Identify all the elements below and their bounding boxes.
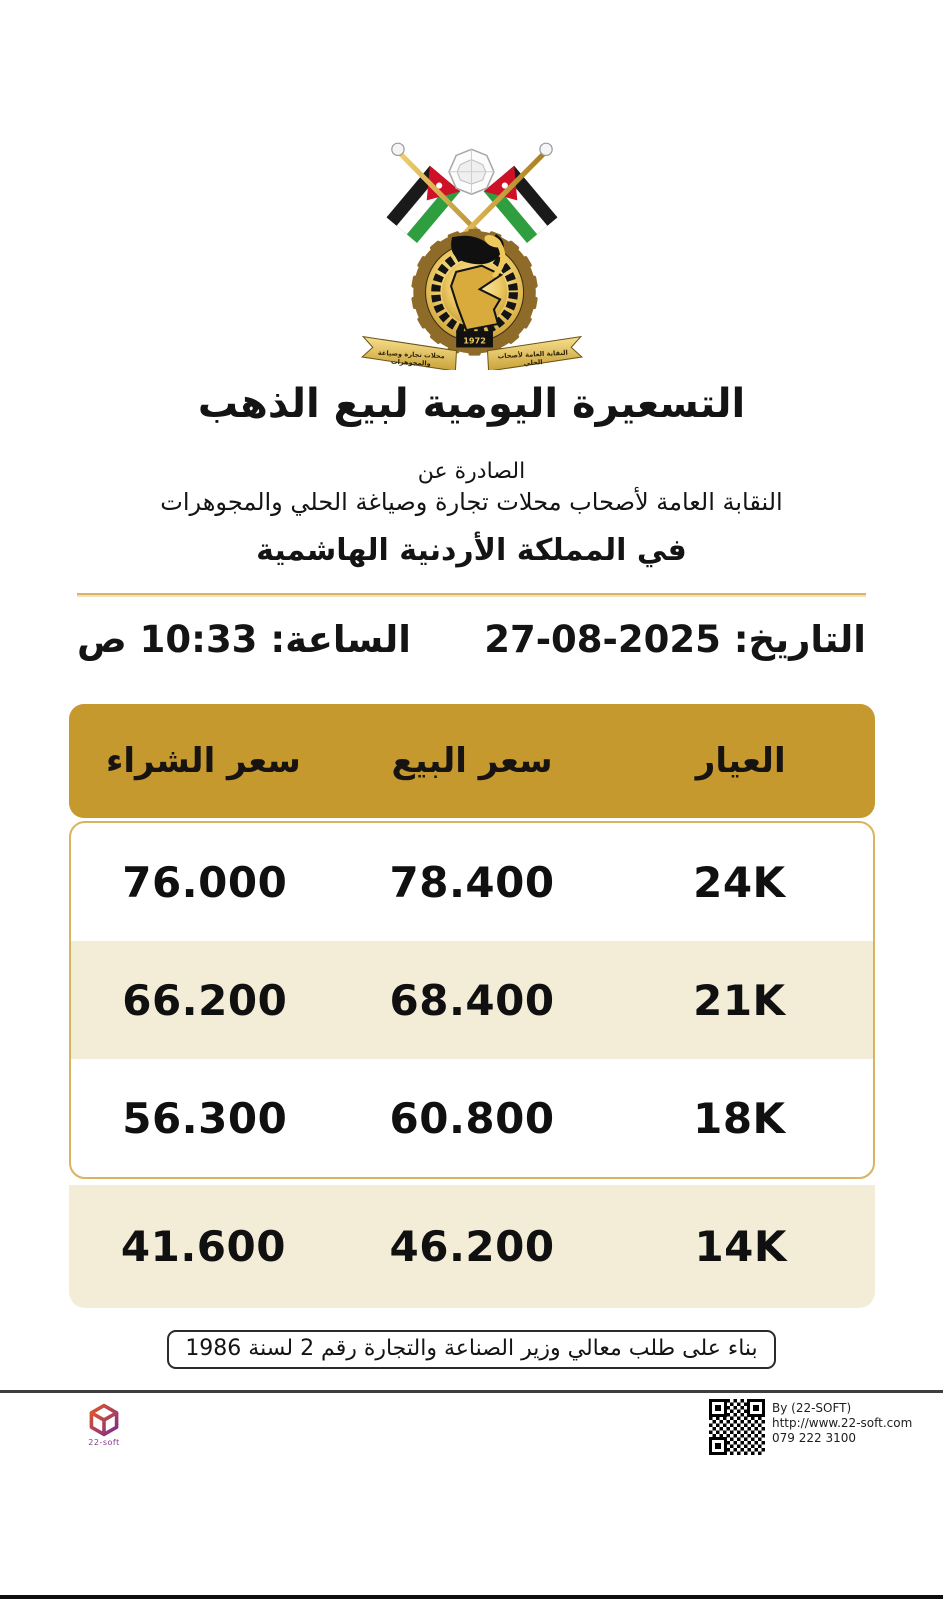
svg-text:الحلي: الحلي [523, 358, 542, 367]
time-label: الساعة: [270, 618, 411, 661]
date-group: التاريخ: 27-08-2025 [484, 618, 866, 661]
issued-by-label: الصادرة عن [417, 459, 526, 484]
date-value: 27-08-2025 [484, 618, 721, 661]
gold-price-table: العيار سعر البيع سعر الشراء 24K 78.400 7… [69, 704, 875, 1308]
buy-price: 56.300 [122, 1093, 288, 1143]
karat-value: 21K [693, 975, 786, 1025]
sell-price: 60.800 [389, 1093, 555, 1143]
kingdom-line: في المملكة الأردنية الهاشمية [256, 533, 687, 568]
column-header-buy: سعر الشراء [106, 741, 301, 781]
buy-price: 76.000 [122, 857, 288, 907]
meander-ring-icon [430, 248, 518, 336]
diamond-icon [447, 148, 495, 196]
svg-text:محلات تجارة وصياغة: محلات تجارة وصياغة [377, 349, 444, 360]
datetime-row: التاريخ: 27-08-2025 الساعة: 10:33 ص [77, 618, 866, 661]
software-vendor-logo: 22-soft [82, 1402, 126, 1447]
column-header-karat: العيار [695, 741, 786, 781]
table-header: العيار سعر البيع سعر الشراء [69, 704, 875, 818]
vendor-phone: 079 222 3100 [772, 1431, 856, 1445]
time-group: الساعة: 10:33 ص [77, 618, 411, 661]
ribbon-right: النقابة العامة لأصحاب الحلي [486, 335, 583, 370]
cube-logo-caption: 22-soft [88, 1438, 120, 1447]
syndicate-emblem-icon: 1972 محلات تجارة وصياغة والمجوهرات النقا… [360, 142, 583, 370]
qr-finder-icon [709, 1399, 727, 1417]
cube-logo-icon [89, 1403, 119, 1437]
sell-price: 46.200 [389, 1222, 555, 1271]
emblem-year: 1972 [463, 335, 486, 345]
vendor-url: http://www.22-soft.com [772, 1416, 913, 1430]
karat-value: 24K [693, 857, 786, 907]
table-row: 18K 60.800 56.300 [71, 1059, 873, 1177]
karat-value: 18K [693, 1093, 786, 1143]
page-title: التسعيرة اليومية لبيع الذهب [197, 381, 746, 427]
time-value: 10:33 ص [77, 618, 258, 661]
gold-divider [77, 593, 866, 597]
table-row: 14K 46.200 41.600 [69, 1185, 875, 1308]
table-row: 24K 78.400 76.000 [71, 823, 873, 941]
ribbon-left: محلات تجارة وصياغة والمجوهرات [360, 335, 457, 370]
qr-finder-icon [709, 1437, 727, 1455]
buy-price: 66.200 [122, 975, 288, 1025]
sell-price: 68.400 [389, 975, 555, 1025]
issuer-name: النقابة العامة لأصحاب محلات تجارة وصياغة… [160, 488, 783, 516]
qr-finder-icon [747, 1399, 765, 1417]
buy-price: 41.600 [120, 1222, 286, 1271]
svg-text:النقابة العامة لأصحاب: النقابة العامة لأصحاب [497, 348, 568, 361]
note-wrap: بناء على طلب معالي وزير الصناعة والتجارة… [0, 1330, 943, 1369]
pedestal [455, 331, 493, 348]
table-row: 21K 68.400 66.200 [71, 941, 873, 1059]
ministerial-note: بناء على طلب معالي وزير الصناعة والتجارة… [167, 1330, 776, 1369]
karat-value: 14K [694, 1222, 787, 1271]
vendor-info: By (22-SOFT) http://www.22-soft.com 079 … [772, 1401, 912, 1446]
bottom-border [0, 1595, 943, 1599]
vendor-by: By (22-SOFT) [772, 1401, 852, 1415]
sell-price: 78.400 [389, 857, 555, 907]
date-label: التاريخ: [733, 618, 866, 661]
table-body: 24K 78.400 76.000 21K 68.400 66.200 18K … [69, 821, 875, 1179]
column-header-sell: سعر البيع [391, 741, 553, 781]
footer-divider [0, 1390, 943, 1393]
syndicate-emblem: 1972 محلات تجارة وصياغة والمجوهرات النقا… [352, 138, 592, 370]
crucible-icon [450, 234, 505, 278]
qr-code [709, 1399, 765, 1455]
svg-text:والمجوهرات: والمجوهرات [390, 358, 430, 368]
